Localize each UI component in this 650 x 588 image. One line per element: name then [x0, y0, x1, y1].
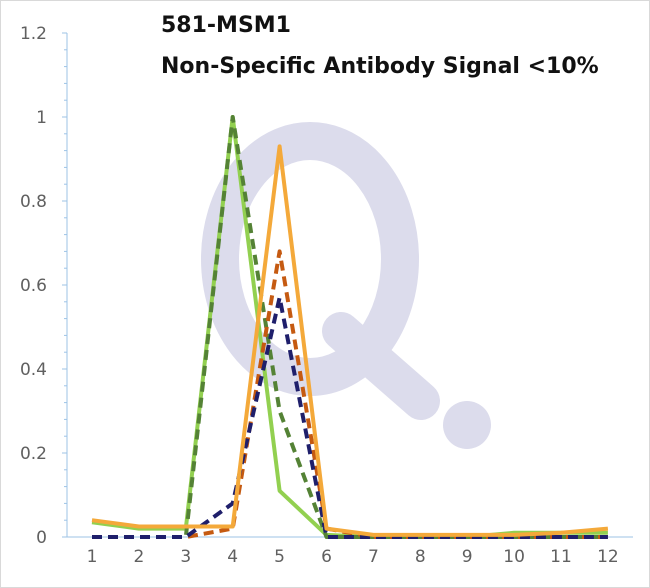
y-tick-label: 0.2	[20, 444, 47, 464]
x-tick-label: 5	[274, 547, 285, 567]
watermark-ring	[201, 122, 419, 396]
series-line-5	[91, 144, 609, 537]
y-tick-label: 1	[36, 108, 47, 128]
watermark-dot	[443, 401, 491, 449]
x-tick-label: 6	[321, 547, 332, 567]
watermark	[201, 122, 491, 449]
y-tick-label: 0.6	[20, 276, 47, 296]
y-tick-label: 0.4	[20, 360, 47, 380]
x-tick-label: 3	[180, 547, 191, 567]
x-tick-label: 12	[597, 547, 619, 567]
y-tick-label: 1.2	[20, 24, 47, 44]
series-line-4	[92, 295, 608, 539]
watermark-tail	[322, 312, 440, 420]
y-tick-label: 0	[36, 528, 47, 548]
y-tick-label: 0.8	[20, 192, 47, 212]
x-tick-label: 10	[503, 547, 525, 567]
chart-title: 581-MSM1	[161, 13, 291, 38]
x-tick-label: 4	[227, 547, 238, 567]
x-tick-label: 2	[133, 547, 144, 567]
axes: 00.20.40.60.811.21 2 3 4 5 6 7 8 9 10 11 12	[20, 24, 633, 567]
x-tick-label: 11	[550, 547, 572, 567]
x-tick-label: 7	[368, 547, 379, 567]
x-tick-label: 9	[462, 547, 473, 567]
series-group	[91, 115, 609, 539]
series-line-3	[92, 249, 608, 539]
chart-subtitle: Non-Specific Antibody Signal <10%	[161, 54, 599, 79]
x-tick-label: 8	[415, 547, 426, 567]
x-tick-label: 1	[87, 547, 98, 567]
